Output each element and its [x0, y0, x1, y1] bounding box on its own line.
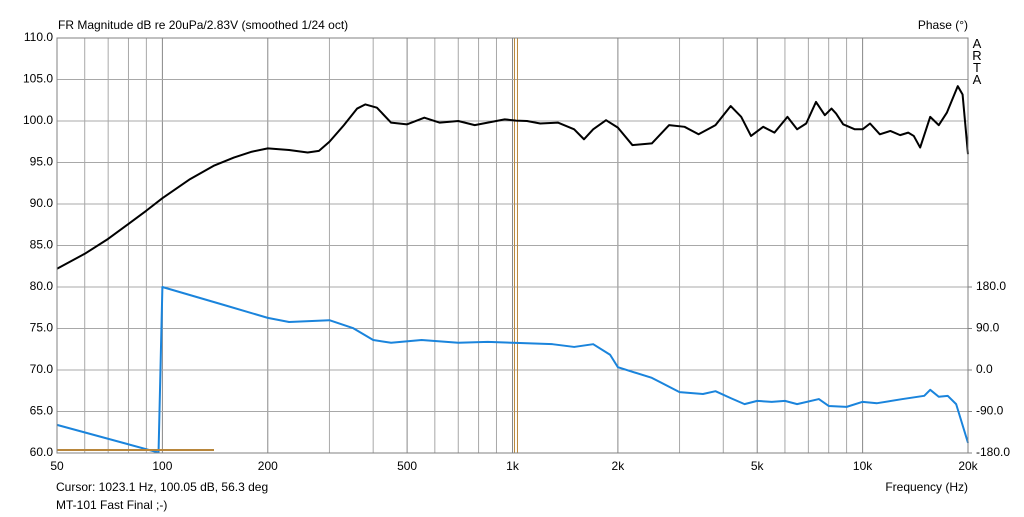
x-tick-label: 2k [612, 459, 626, 473]
x-tick-label: 1k [506, 459, 520, 473]
x-tick-label: 20k [958, 459, 978, 473]
y2-tick-label: 90.0 [976, 321, 1000, 335]
x-tick-label: 5k [751, 459, 765, 473]
y2-tick-label: 0.0 [976, 362, 993, 376]
cursor-readout: Cursor: 1023.1 Hz, 100.05 dB, 56.3 deg [56, 480, 268, 494]
x-tick-label: 10k [853, 459, 873, 473]
phase-curve [56, 286, 969, 454]
y-tick-label: 60.0 [30, 445, 54, 459]
y2-tick-label: 180.0 [976, 279, 1006, 293]
x-tick-label: 50 [50, 459, 64, 473]
magnitude-curve [56, 85, 969, 270]
y-tick-label: 80.0 [30, 279, 54, 293]
y-tick-label: 95.0 [30, 155, 54, 169]
y-tick-label: 110.0 [24, 30, 53, 44]
y-tick-label: 105.0 [23, 72, 53, 86]
x-tick-label: 100 [152, 459, 172, 473]
x-axis-title: Frequency (Hz) [885, 480, 968, 494]
curves [56, 38, 969, 454]
x-tick-label: 200 [258, 459, 278, 473]
x-tick-label: 500 [397, 459, 417, 473]
y-tick-label: 65.0 [30, 404, 54, 418]
y-tick-label: 70.0 [30, 362, 54, 376]
y-tick-label: 75.0 [30, 321, 54, 335]
y-tick-label: 85.0 [30, 238, 54, 252]
footer: MT-101 Fast Final ;-) [56, 498, 167, 512]
y2-tick-label: -180.0 [976, 445, 1010, 459]
y-tick-label: 90.0 [30, 196, 54, 210]
y-tick-label: 100.0 [23, 113, 53, 127]
y2-tick-label: -90.0 [976, 404, 1004, 418]
plot-frame [56, 37, 969, 454]
y2-axis-title: Phase (°) [918, 18, 968, 32]
chart-title: FR Magnitude dB re 20uPa/2.83V (smoothed… [58, 18, 348, 32]
watermark: ARTA [972, 36, 982, 87]
